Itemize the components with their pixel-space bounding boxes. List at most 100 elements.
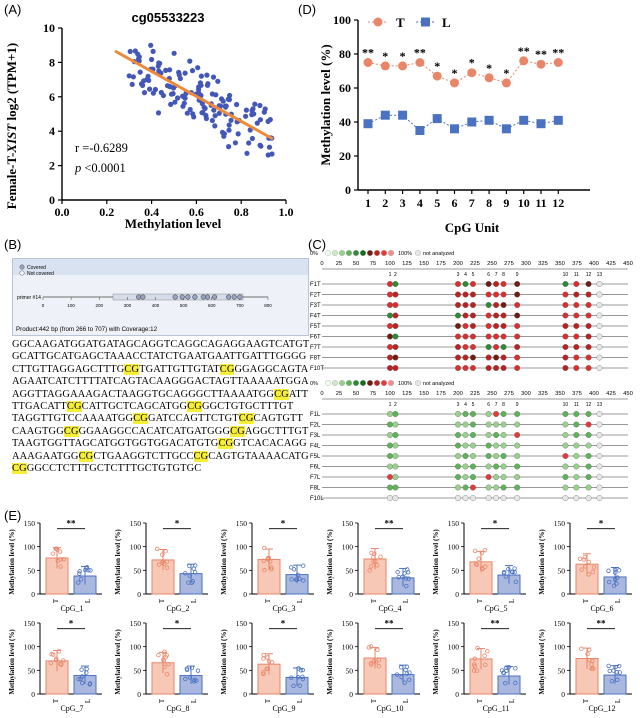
methylation-cell: [562, 453, 569, 459]
methylation-cell: [500, 474, 507, 480]
series-l-point: [536, 119, 546, 129]
ylabel-gene: XIST: [4, 123, 19, 154]
methylation-cell: [455, 474, 461, 480]
methylation-cell: [596, 365, 603, 371]
group-label-t: T: [476, 698, 484, 703]
cpg-highlight: CG: [274, 388, 289, 400]
scatter-point: [152, 86, 158, 93]
data-point-l: [611, 583, 617, 588]
data-point-t: [369, 662, 374, 667]
methylation-cell: [573, 495, 580, 501]
data-point-t: [589, 666, 594, 671]
methylation-cell: [596, 354, 603, 361]
y-tick-label: 100: [342, 643, 354, 652]
data-point-t: [378, 554, 383, 560]
data-point-t: [373, 559, 378, 564]
methylation-cell: [596, 495, 603, 501]
data-point-l: [405, 567, 410, 572]
group-label-t: T: [264, 698, 272, 703]
data-point-t: [581, 557, 587, 562]
series-t-point: [553, 58, 563, 67]
sequence-fragment: CAGTGTAAAACATG: [208, 450, 309, 462]
sample-label: F5L: [310, 454, 321, 460]
methylation-cell: [485, 463, 492, 470]
y-tick-label: 20: [339, 149, 351, 163]
data-point-t: [56, 649, 62, 654]
data-point-l: [402, 680, 407, 685]
methylation-cell: [500, 432, 507, 438]
sample-label: F4T: [310, 314, 321, 320]
x-tick-label: 0.4: [144, 205, 159, 219]
cpg-name-label: CpG_6: [590, 604, 613, 613]
y-tick-label: 50: [28, 666, 36, 675]
data-point-t: [473, 561, 479, 567]
data-point-t: [474, 668, 480, 673]
sequence-line: CAAGTGGCGGGAAGGCCACATCATGATGGGCGAGGCTTTG…: [12, 425, 312, 438]
cpg-highlight: CG: [218, 438, 234, 450]
methylation-cell: [455, 495, 461, 501]
methylation-cell: [392, 354, 399, 361]
methylation-cell: [514, 411, 521, 417]
scale-tick-label: 150: [419, 391, 429, 397]
group-label-l: L: [84, 599, 92, 603]
cpg-highlight: CG: [193, 450, 209, 462]
x-tick-label: 7: [469, 196, 475, 210]
methylation-cell: [392, 484, 399, 491]
methylation-cell: [585, 484, 592, 491]
legend-swatch: [388, 380, 394, 386]
data-point-l: [194, 678, 199, 683]
methylation-cell: [514, 442, 521, 449]
data-point-l: [301, 578, 306, 583]
methylation-cell: [596, 312, 603, 319]
methylation-cell: [500, 365, 507, 371]
data-point-l: [615, 677, 620, 683]
methylation-cell: [562, 344, 569, 350]
sequence-fragment: TGATTGTTGTAT: [139, 363, 220, 375]
series-l-point: [553, 115, 563, 125]
y-tick-label: 50: [452, 566, 460, 575]
scatter-point: [167, 67, 173, 73]
methylation-cell: [462, 421, 469, 428]
data-point-t: [53, 657, 59, 663]
methylation-cell: [392, 333, 399, 340]
data-point-l: [195, 668, 201, 673]
methylation-cell: [455, 281, 461, 287]
data-point-t: [269, 565, 274, 570]
series-l-point: [432, 114, 442, 124]
scale-tick-label: 450: [623, 261, 633, 267]
cpg-number: 6: [487, 402, 490, 408]
group-label-t: T: [476, 598, 484, 603]
methylation-cell: [392, 365, 399, 371]
methylation-cell: [514, 453, 521, 459]
data-point-t: [164, 653, 169, 658]
data-point-l: [84, 670, 89, 675]
group-label-t: T: [264, 598, 272, 603]
y-tick-label: 50: [346, 666, 354, 675]
methylation-cell: [493, 354, 500, 361]
cpg-number: 11: [574, 272, 579, 278]
data-point-l: [512, 570, 517, 575]
scatter-point: [180, 93, 186, 99]
methylation-cell: [392, 432, 399, 438]
methylation-cell: [514, 312, 521, 319]
methylation-cell: [573, 484, 580, 491]
cpg-name-label: CpG_12: [588, 704, 615, 713]
series-t-line: [367, 60, 559, 84]
sequence-text: GGCAAGATGGATGATAGCAGGTCAGGCAGAGGAAGTCATG…: [12, 339, 312, 475]
scale-tick-label: 25: [336, 261, 342, 267]
data-point-t: [472, 656, 478, 661]
scale-tick-label: 75: [370, 391, 376, 397]
methylation-cell: [485, 442, 492, 449]
methylation-cell: [470, 442, 476, 449]
data-point-l: [399, 674, 404, 680]
methylation-cell: [462, 354, 469, 361]
panel-b-label: (B): [4, 237, 22, 252]
data-point-l: [404, 671, 410, 676]
significance-mark: **: [385, 519, 395, 529]
data-point-l: [86, 568, 91, 573]
cpg-name-label: CpG_3: [272, 604, 295, 613]
scale-tick-label: 75: [370, 261, 376, 267]
methylation-cell: [562, 281, 569, 287]
